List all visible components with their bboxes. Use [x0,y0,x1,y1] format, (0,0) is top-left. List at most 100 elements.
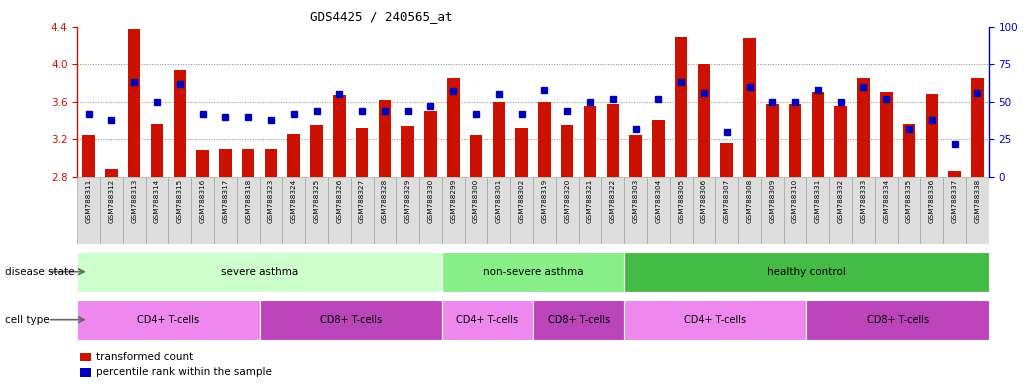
Text: GSM788335: GSM788335 [906,179,912,223]
Bar [265,149,277,177]
Bar [77,300,260,340]
Bar [287,134,300,177]
Bar [624,177,647,244]
Bar [105,169,117,177]
Bar [510,177,534,244]
Bar [926,94,938,177]
Bar [150,124,164,177]
Text: GSM788316: GSM788316 [200,179,206,223]
Text: GSM788319: GSM788319 [542,179,547,223]
Bar [766,104,779,177]
Text: GSM788322: GSM788322 [610,179,616,223]
Bar [214,177,237,244]
Bar [465,177,487,244]
Bar [470,134,482,177]
Bar [897,177,921,244]
Text: GSM788299: GSM788299 [450,179,456,223]
Bar [333,95,346,177]
Bar [556,177,579,244]
Text: GSM788337: GSM788337 [952,179,958,223]
Bar [169,177,192,244]
Bar [487,177,510,244]
Text: GSM788307: GSM788307 [724,179,729,223]
Bar [192,177,214,244]
Text: CD8+ T-cells: CD8+ T-cells [319,314,382,325]
Text: GSM788318: GSM788318 [245,179,251,223]
Bar [402,126,414,177]
Text: GSM788328: GSM788328 [382,179,388,223]
Bar [77,177,100,244]
Bar [579,177,602,244]
Text: healthy control: healthy control [767,266,846,277]
Text: cell type: cell type [5,314,49,325]
Bar [442,300,534,340]
Text: GSM788331: GSM788331 [815,179,821,223]
Text: GSM788325: GSM788325 [313,179,319,223]
Bar [624,300,806,340]
Bar [82,134,95,177]
Text: GSM788338: GSM788338 [974,179,981,223]
Bar [624,252,989,292]
Bar [949,171,961,177]
Text: GSM788324: GSM788324 [290,179,297,223]
Bar [534,300,624,340]
Text: disease state: disease state [5,266,74,277]
Text: GSM788315: GSM788315 [177,179,182,223]
Bar [242,149,254,177]
Bar [880,93,893,177]
Text: GSM788312: GSM788312 [108,179,114,223]
Bar [789,104,801,177]
Bar [237,177,260,244]
Text: GSM788306: GSM788306 [701,179,707,223]
Bar [902,124,916,177]
Text: CD4+ T-cells: CD4+ T-cells [137,314,200,325]
Text: CD4+ T-cells: CD4+ T-cells [684,314,747,325]
Text: CD8+ T-cells: CD8+ T-cells [866,314,929,325]
Text: percentile rank within the sample: percentile rank within the sample [96,367,272,377]
Text: GSM788300: GSM788300 [473,179,479,223]
Bar [79,368,91,377]
Bar [852,177,874,244]
Text: GSM788332: GSM788332 [837,179,844,223]
Bar [943,177,966,244]
Bar [100,177,123,244]
Bar [374,177,397,244]
Text: GSM788327: GSM788327 [359,179,365,223]
Bar [424,111,437,177]
Bar [834,106,847,177]
Bar [328,177,350,244]
Bar [538,102,551,177]
Text: GDS4425 / 240565_at: GDS4425 / 240565_at [310,10,452,23]
Text: GSM788317: GSM788317 [222,179,229,223]
Bar [607,104,619,177]
Bar [584,106,596,177]
Bar [219,149,232,177]
Text: transformed count: transformed count [96,352,193,362]
Text: CD8+ T-cells: CD8+ T-cells [548,314,610,325]
Bar [602,177,624,244]
Bar [123,177,145,244]
Bar [921,177,943,244]
Bar [282,177,305,244]
Bar [355,128,369,177]
Bar [305,177,328,244]
Text: GSM788323: GSM788323 [268,179,274,223]
Bar [715,177,739,244]
Bar [697,64,711,177]
Text: GSM788314: GSM788314 [154,179,160,223]
Text: GSM788336: GSM788336 [929,179,935,223]
Bar [670,177,692,244]
Text: GSM788329: GSM788329 [405,179,411,223]
Bar [260,177,282,244]
Bar [784,177,806,244]
Text: GSM788303: GSM788303 [632,179,639,223]
Bar [761,177,784,244]
Bar [145,177,168,244]
Text: GSM788304: GSM788304 [655,179,661,223]
Bar [692,177,715,244]
Bar [561,125,574,177]
Text: CD4+ T-cells: CD4+ T-cells [456,314,518,325]
Bar [419,177,442,244]
Bar [173,70,186,177]
Bar [857,78,869,177]
